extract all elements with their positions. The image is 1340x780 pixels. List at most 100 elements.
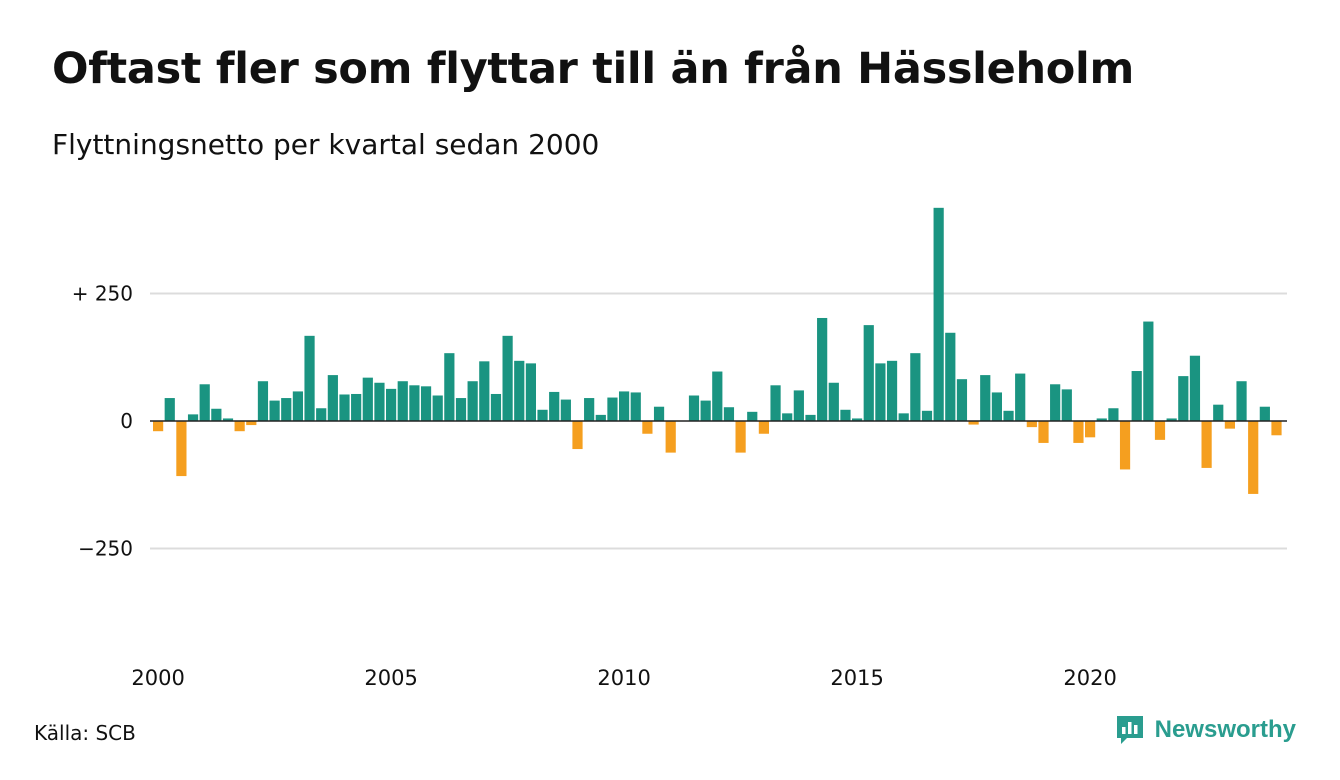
bar xyxy=(1108,408,1119,421)
bar xyxy=(1189,355,1201,421)
bar xyxy=(362,377,373,421)
brand-logo: Newsworthy xyxy=(1115,714,1296,746)
newsworthy-logo-icon xyxy=(1116,716,1143,744)
y-tick-label: + 250 xyxy=(72,282,133,306)
bar xyxy=(921,410,933,421)
bar xyxy=(479,361,490,421)
bar xyxy=(490,393,502,421)
bar xyxy=(793,390,804,421)
bar xyxy=(910,353,921,421)
bar xyxy=(211,408,222,421)
bar xyxy=(991,392,1002,421)
bar xyxy=(525,363,536,421)
chart-title: Oftast fler som flyttar till än från Häs… xyxy=(52,44,1134,94)
x-tick-label: 2010 xyxy=(597,666,650,690)
bar xyxy=(1026,421,1037,428)
bar xyxy=(782,413,793,421)
bar xyxy=(269,400,280,421)
bar xyxy=(514,360,525,421)
bar xyxy=(863,325,874,421)
source-note: Källa: SCB xyxy=(34,721,136,745)
bar xyxy=(688,395,700,421)
bar xyxy=(758,421,769,434)
bar xyxy=(584,398,595,421)
bar xyxy=(1271,421,1282,436)
bar xyxy=(1154,421,1166,440)
bar xyxy=(735,421,746,453)
bar xyxy=(805,414,816,421)
bar xyxy=(1003,410,1014,421)
bar xyxy=(1248,421,1259,494)
bar xyxy=(747,411,758,421)
bar xyxy=(665,421,676,453)
bar xyxy=(199,384,210,421)
bar xyxy=(700,400,711,421)
bar xyxy=(246,421,257,426)
bar xyxy=(1166,418,1177,421)
bar xyxy=(455,398,467,421)
bar xyxy=(444,353,455,421)
bar xyxy=(933,207,944,421)
bar xyxy=(1073,421,1084,443)
bar xyxy=(1085,421,1096,438)
bar xyxy=(1201,421,1212,468)
bar xyxy=(549,391,560,421)
bar xyxy=(1213,404,1224,421)
bar xyxy=(409,385,420,421)
bar xyxy=(630,392,641,421)
bar xyxy=(875,363,886,421)
bar xyxy=(770,385,781,421)
chart-subtitle: Flyttningsnetto per kvartal sedan 2000 xyxy=(52,128,600,161)
bar xyxy=(1224,421,1235,429)
bar xyxy=(642,421,653,434)
bar xyxy=(187,414,199,421)
bar xyxy=(1236,381,1247,421)
x-tick-label: 2000 xyxy=(131,666,184,690)
bar xyxy=(537,409,548,421)
bar xyxy=(467,381,478,421)
bar xyxy=(723,407,735,421)
bar xyxy=(1096,418,1107,421)
y-tick-label: −250 xyxy=(78,537,133,561)
bar xyxy=(1061,389,1072,421)
bar xyxy=(840,409,851,421)
bar xyxy=(397,381,408,421)
bar xyxy=(502,335,513,421)
gridlines xyxy=(150,292,1287,550)
bar xyxy=(595,414,606,421)
y-tick-label: 0 xyxy=(120,409,133,433)
bar xyxy=(327,375,338,421)
bar xyxy=(1038,421,1049,443)
bar xyxy=(222,418,234,421)
bar xyxy=(257,381,269,421)
bar xyxy=(572,421,583,450)
bar xyxy=(898,413,909,421)
bar xyxy=(1143,321,1154,421)
bar xyxy=(852,418,863,421)
bar xyxy=(1259,406,1270,421)
bar xyxy=(1131,371,1142,421)
bar xyxy=(968,421,979,425)
x-tick-label: 2020 xyxy=(1063,666,1116,690)
bar xyxy=(560,399,571,421)
bar xyxy=(153,421,164,432)
bar xyxy=(281,398,292,421)
bar xyxy=(316,408,327,421)
bar xyxy=(956,379,968,421)
bar xyxy=(712,371,723,421)
bar xyxy=(828,382,839,421)
brand-name: Newsworthy xyxy=(1154,716,1296,743)
bar xyxy=(304,335,315,421)
bar xyxy=(1178,376,1189,421)
bar xyxy=(164,398,175,421)
bar xyxy=(339,394,350,421)
bar xyxy=(619,391,630,421)
bars xyxy=(153,207,1282,494)
bar xyxy=(980,375,991,421)
x-tick-label: 2015 xyxy=(830,666,883,690)
bar xyxy=(607,397,618,421)
bar xyxy=(945,332,956,421)
bar xyxy=(1015,373,1026,421)
y-axis-ticks: + 250 0 −250 xyxy=(72,282,133,561)
